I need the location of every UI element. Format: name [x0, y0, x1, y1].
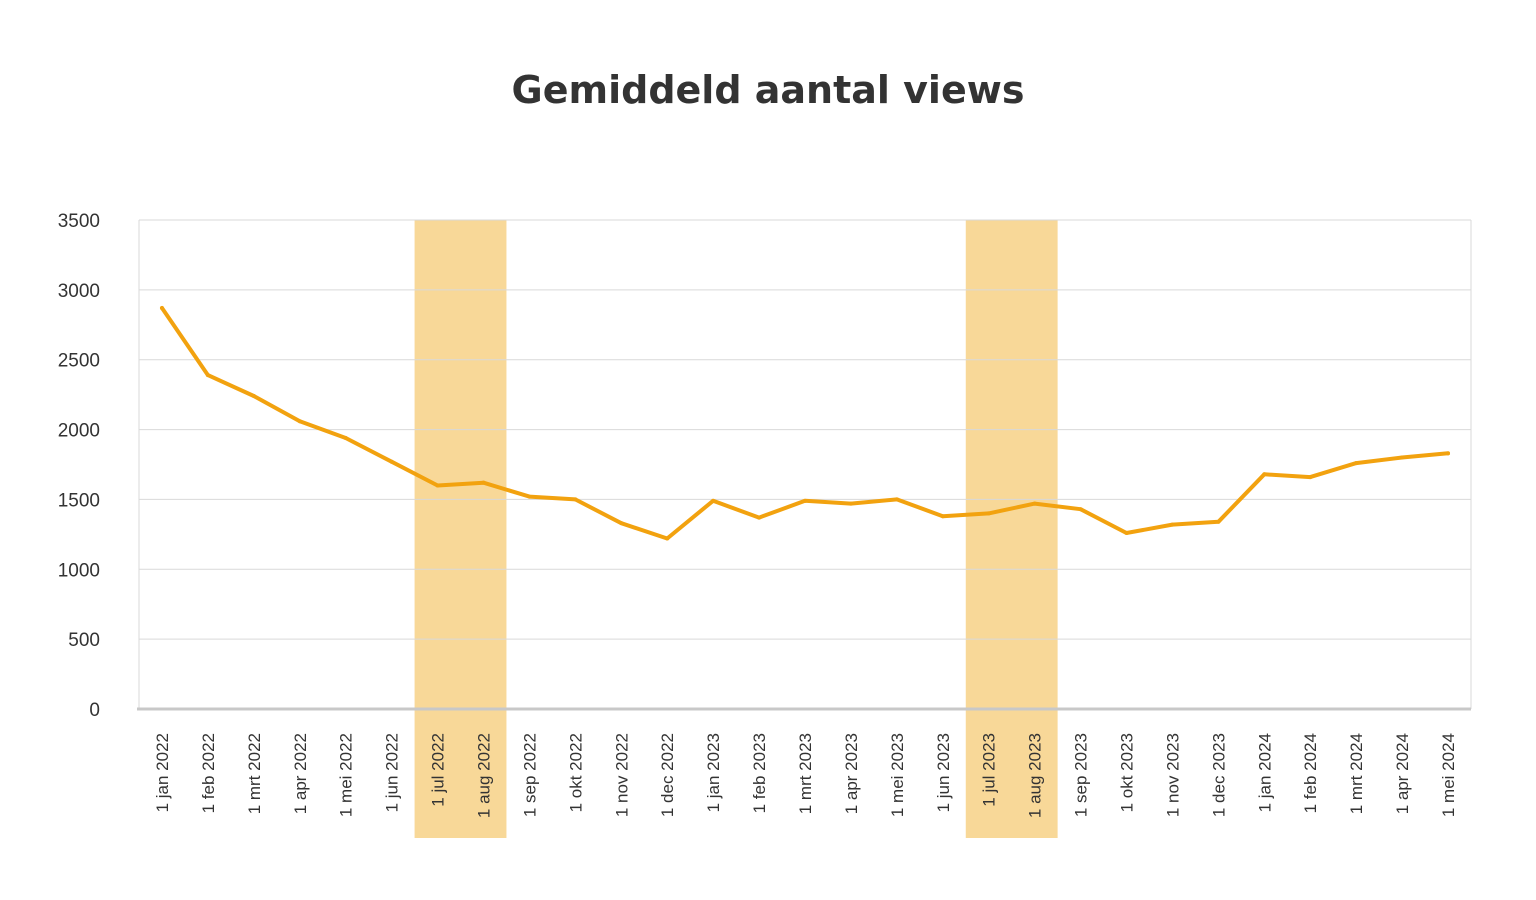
y-tick-label: 500 — [68, 630, 100, 651]
data-point — [389, 459, 394, 464]
data-point — [757, 515, 762, 520]
series-line-1 — [160, 306, 1450, 541]
x-tick-label: 1 feb 2024 — [1301, 733, 1320, 813]
x-tick-label: 1 aug 2022 — [474, 733, 493, 818]
data-point — [803, 498, 807, 503]
x-axis-ticks: 1 jan 2022 1 feb 2022 1 mrt 2022 1 apr 2022… — [153, 733, 1458, 818]
data-point — [1078, 507, 1083, 512]
data-point — [435, 483, 440, 488]
y-tick-label: 0 — [89, 700, 100, 721]
x-tick-label: 1 jun 2022 — [383, 733, 402, 812]
data-point — [1032, 501, 1037, 506]
data-point — [251, 394, 256, 399]
x-tick-label: 1 jul 2023 — [980, 733, 999, 807]
highlight-band-2 — [965, 220, 1058, 838]
data-point — [1262, 472, 1267, 477]
data-point — [940, 514, 945, 519]
x-tick-label: 1 sep 2022 — [520, 733, 539, 817]
highlight-bands — [414, 220, 1058, 838]
y-tick-label: 1000 — [58, 560, 100, 581]
data-point — [1400, 455, 1405, 460]
y-tick-label: 1500 — [58, 490, 100, 511]
data-point — [665, 536, 670, 541]
x-tick-label: 1 mei 2022 — [337, 733, 356, 817]
data-point — [205, 373, 210, 378]
y-axis-ticks: 0 500 1000 1500 2000 2500 3000 3500 — [58, 211, 100, 721]
data-point — [343, 435, 348, 440]
x-tick-label: 1 feb 2023 — [750, 733, 769, 813]
x-tick-label: 1 mei 2024 — [1439, 733, 1458, 817]
data-point — [527, 494, 532, 499]
x-tick-label: 1 dec 2023 — [1209, 733, 1228, 817]
highlight-band-1 — [414, 220, 507, 838]
y-tick-label: 3500 — [58, 211, 100, 232]
data-point — [1170, 522, 1175, 527]
data-point — [986, 511, 991, 516]
data-point — [159, 306, 164, 311]
x-tick-label: 1 apr 2023 — [842, 733, 861, 814]
x-tick-label: 1 nov 2023 — [1163, 733, 1182, 817]
data-point — [894, 497, 899, 502]
x-tick-label: 1 dec 2022 — [658, 733, 677, 817]
y-tick-label: 2500 — [58, 351, 100, 372]
x-tick-label: 1 nov 2022 — [612, 733, 631, 817]
data-point — [1446, 451, 1451, 456]
x-tick-label: 1 jan 2023 — [704, 733, 723, 812]
x-tick-label: 1 jan 2022 — [153, 733, 172, 812]
data-point — [1124, 530, 1129, 535]
data-point — [1354, 461, 1359, 466]
data-point — [573, 497, 578, 502]
data-point — [619, 521, 624, 526]
data-point — [848, 501, 853, 506]
x-tick-label: 1 jun 2023 — [934, 733, 953, 812]
x-tick-label: 1 feb 2022 — [199, 733, 218, 813]
x-tick-label: 1 mrt 2022 — [245, 733, 264, 814]
x-tick-label: 1 mrt 2023 — [796, 733, 815, 814]
x-tick-label: 1 jan 2024 — [1255, 733, 1274, 812]
gridlines — [137, 219, 1472, 711]
x-tick-label: 1 sep 2023 — [1072, 733, 1091, 817]
data-point — [481, 480, 486, 485]
y-tick-label: 2000 — [58, 421, 100, 442]
series-group — [159, 306, 1451, 541]
x-tick-label: 1 mrt 2024 — [1347, 733, 1366, 814]
x-tick-label: 1 aug 2023 — [1026, 733, 1045, 818]
x-tick-label: 1 mei 2023 — [888, 733, 907, 817]
chart-title: Gemiddeld aantal views — [511, 68, 1025, 112]
x-tick-label: 1 jul 2022 — [429, 733, 448, 807]
data-point — [1308, 475, 1313, 480]
y-tick-label: 3000 — [58, 281, 100, 302]
data-point — [1216, 519, 1221, 524]
x-tick-label: 1 okt 2022 — [566, 733, 585, 812]
x-tick-label: 1 apr 2024 — [1393, 733, 1412, 814]
data-point — [297, 419, 302, 424]
x-tick-label: 1 okt 2023 — [1118, 733, 1137, 812]
data-point — [711, 498, 716, 503]
x-tick-label: 1 apr 2022 — [291, 733, 310, 814]
